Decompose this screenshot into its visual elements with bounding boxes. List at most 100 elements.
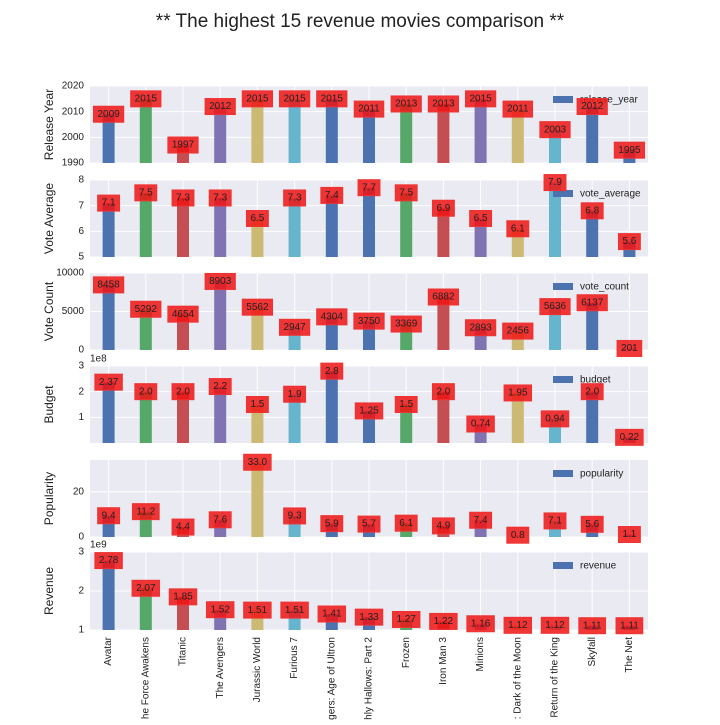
legend-swatch [553, 562, 573, 569]
y-tick-label: 2000 [62, 132, 85, 143]
y-tick-label: 1990 [62, 158, 85, 169]
value-label: 7.3 [213, 193, 227, 204]
value-label: 2.78 [99, 555, 119, 566]
legend-swatch [553, 96, 573, 103]
value-label: 6137 [581, 297, 604, 308]
bar [363, 187, 375, 257]
y-tick-label: 8 [78, 175, 84, 186]
value-label-box [320, 515, 344, 533]
y-tick-label: 2 [78, 386, 84, 397]
value-label-box [243, 453, 272, 471]
value-label: 6.5 [250, 213, 264, 224]
bar [177, 314, 189, 350]
bar [400, 192, 413, 257]
value-label-box [353, 312, 385, 330]
value-label-box [130, 90, 162, 108]
value-label: 3369 [395, 319, 418, 330]
value-label-box [394, 184, 418, 202]
value-label-box [431, 517, 455, 535]
bar [214, 106, 227, 163]
y-axis-label: Release Year [42, 89, 56, 160]
value-label-box [357, 179, 381, 197]
value-label: 1.51 [285, 605, 305, 616]
y-tick-label: 0 [78, 345, 84, 356]
bar [288, 394, 301, 443]
value-label: 7.5 [139, 187, 153, 198]
bar [102, 114, 115, 163]
value-label: 2012 [209, 101, 232, 112]
value-label-box [204, 272, 236, 290]
bar [251, 98, 264, 163]
value-label-box [427, 288, 460, 306]
bar [400, 404, 413, 443]
value-label: 2.0 [585, 386, 599, 397]
value-label-box [394, 396, 418, 413]
value-label: 6.1 [511, 223, 525, 234]
legend-label: revenue [580, 561, 617, 572]
value-label-box [503, 384, 533, 402]
chart-title: ** The highest 15 revenue movies compari… [156, 11, 565, 32]
y-axis-label: Vote Count [42, 281, 56, 341]
value-label-box [245, 396, 269, 413]
bar [437, 391, 450, 443]
value-label-box [283, 507, 307, 525]
value-label: 0.8 [511, 530, 525, 541]
bar [102, 560, 115, 630]
value-label: 5.6 [622, 236, 636, 247]
bar [511, 109, 524, 163]
legend-swatch [553, 283, 573, 290]
y-axis-label: Vote Average [42, 183, 56, 255]
value-label-box [466, 615, 495, 633]
value-label: 5636 [544, 301, 567, 312]
x-tick-label: Iron Man 3 [438, 637, 449, 685]
value-label: 9.3 [288, 511, 302, 522]
x-tick-label: Avatar [103, 636, 114, 665]
value-label: 7.1 [102, 198, 116, 209]
y-tick-label: 0 [78, 532, 84, 543]
x-tick-label: Frozen [401, 637, 412, 668]
value-label: 7.4 [474, 515, 488, 526]
value-label-box [431, 199, 455, 217]
value-label-box [469, 210, 493, 227]
value-label: 2011 [507, 104, 529, 115]
value-label-box [171, 383, 195, 401]
value-label-box [539, 298, 571, 316]
value-label: 2015 [283, 93, 306, 104]
value-label-box [92, 276, 125, 294]
value-label: 1.41 [322, 609, 342, 620]
value-label: 2.0 [176, 386, 190, 397]
value-label: 7.1 [548, 516, 562, 527]
bar [586, 391, 599, 443]
bar [437, 208, 450, 257]
offset-text: 1e8 [90, 354, 107, 365]
value-label-box [390, 315, 422, 333]
value-label-box [316, 308, 348, 326]
value-label-box [469, 511, 493, 529]
value-label-box [205, 601, 235, 619]
bar [251, 218, 264, 257]
value-label-box [353, 100, 385, 118]
value-label-box [615, 428, 644, 446]
value-label-box [241, 90, 274, 108]
value-label: 7.7 [362, 182, 376, 193]
bar [214, 386, 227, 443]
value-label-box [394, 514, 418, 532]
value-label: 7.3 [176, 193, 190, 204]
bar [139, 309, 152, 350]
value-label-box [354, 608, 384, 626]
value-label-box [431, 383, 455, 401]
value-label: 5.9 [325, 518, 339, 529]
legend-swatch [553, 470, 573, 477]
value-label: 1.12 [508, 620, 528, 631]
value-label-box [391, 610, 421, 628]
x-tick-label: The Avengers [215, 637, 226, 699]
value-label: 1.52 [210, 604, 230, 615]
value-label: 2.0 [436, 386, 450, 397]
value-label: 1.25 [359, 406, 379, 417]
y-tick-label: 3 [78, 547, 84, 558]
bar [325, 371, 338, 443]
value-label: 2.2 [213, 381, 227, 392]
x-tick-label: The Net [624, 637, 635, 673]
y-axis-label: Budget [42, 385, 56, 424]
